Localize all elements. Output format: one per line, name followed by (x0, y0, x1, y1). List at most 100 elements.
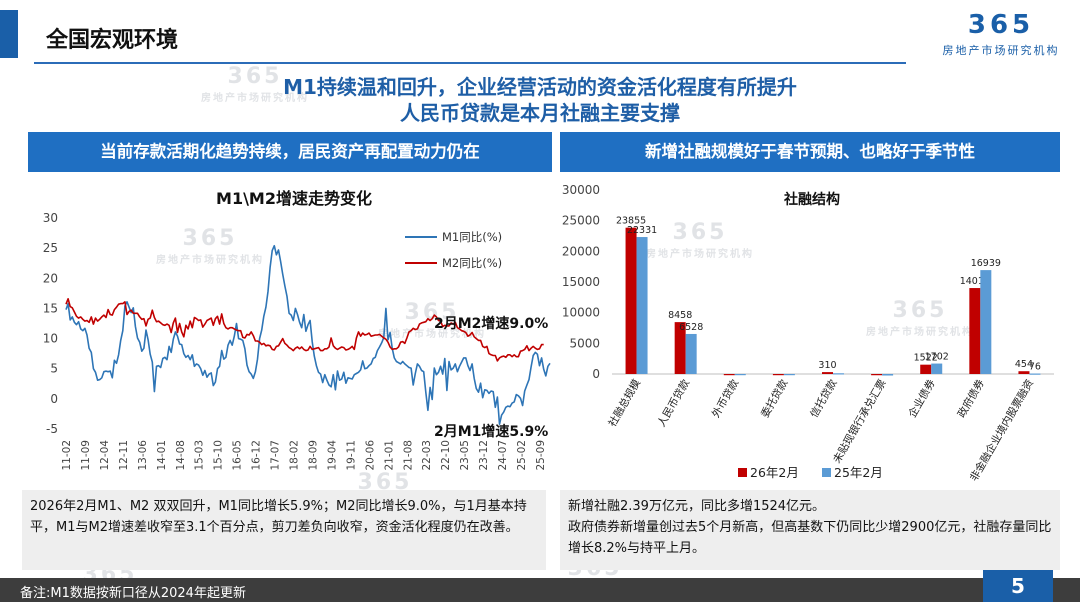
y-tick-label: 10 (43, 332, 58, 346)
bar (931, 363, 943, 374)
bar-value-label: 14014 (960, 276, 990, 287)
bar (1029, 373, 1041, 375)
y-tick-label: 25000 (562, 214, 600, 228)
chart-title: M1\M2增速走势变化 (216, 189, 372, 208)
y-tick-label: 15000 (562, 275, 600, 289)
bar-value-label: 22331 (627, 225, 657, 236)
x-tick-label: 20-06 (364, 440, 376, 471)
bar-value-label: 16939 (971, 258, 1001, 269)
headline: M1持续温和回升，企业经营活动的资金活化程度有所提升 人民币贷款是本月社融主要支… (0, 74, 1080, 126)
legend-label: M1同比(%) (442, 230, 502, 244)
bar-value-label: 310 (818, 360, 836, 371)
bar (969, 288, 981, 374)
x-tick-label: 19-04 (326, 440, 338, 471)
x-tick-label: 24-07 (497, 440, 509, 471)
logo-name: 房地产市场研究机构 (942, 44, 1060, 57)
category-label: 人民币贷款 (655, 377, 693, 429)
legend-swatch (822, 468, 831, 477)
y-tick-label: 25 (43, 241, 58, 255)
annotation-m2: 2月M2增速9.0% (434, 315, 548, 332)
y-tick-label: 20 (43, 271, 58, 285)
bar (783, 374, 795, 376)
right-commentary-line-2: 政府债券新增量创过去5个月新高，但高基数下仍同比少增2900亿元，社融存量同比增… (568, 520, 1052, 556)
right-commentary-line-1: 新增社融2.39万亿元，同比多增1524亿元。 (568, 499, 826, 514)
x-tick-label: 21-08 (402, 440, 414, 471)
x-tick-label: 15-03 (194, 440, 206, 471)
x-tick-label: 15-10 (213, 440, 225, 471)
x-tick-label: 11-09 (80, 440, 92, 471)
x-tick-label: 18-09 (307, 440, 319, 471)
x-tick-label: 23-12 (478, 440, 490, 471)
x-tick-label: 25-02 (516, 440, 528, 471)
x-tick-label: 25-09 (535, 440, 547, 471)
x-tick-label: 17-07 (270, 440, 282, 471)
x-tick-label: 19-11 (345, 440, 357, 471)
y-tick-label: 5 (50, 362, 58, 376)
social-financing-chart: 社融结构 0 5000 10000 15000 20000 25000 30000 23855 2… (556, 178, 1066, 496)
legend-swatch (738, 468, 747, 477)
footer-bar: 备注:M1数据按新口径从2024年起更新 (0, 578, 1080, 602)
bar (636, 237, 648, 374)
bar-value-label: 8458 (668, 310, 692, 321)
legend-label: M2同比(%) (442, 256, 502, 270)
bar (920, 364, 932, 374)
x-tick-label: 11-02 (61, 440, 73, 471)
bar (871, 374, 883, 376)
x-tick-label: 14-01 (156, 440, 168, 471)
x-tick-label: 12-11 (118, 440, 130, 471)
bar (833, 373, 844, 375)
headline-line-2: 人民币贷款是本月社融主要支撑 (400, 101, 680, 125)
bar (723, 374, 735, 376)
header-divider (34, 62, 906, 64)
bar (625, 227, 637, 374)
logo-mark: 365 (967, 10, 1035, 40)
bar (1018, 371, 1030, 374)
brand-logo: 365 房地产市场研究机构 (926, 8, 1076, 64)
bar (822, 372, 833, 374)
legend-label: 25年2月 (834, 465, 883, 480)
bar (772, 374, 784, 376)
annotation-m1: 2月M1增速5.9% (434, 423, 548, 440)
x-tick-label: 14-08 (175, 440, 187, 471)
legend-label: 26年2月 (750, 465, 799, 480)
headline-line-1: M1持续温和回升，企业经营活动的资金活化程度有所提升 (283, 75, 797, 99)
bar-value-label: 23855 (616, 216, 646, 227)
bar (734, 374, 746, 376)
social-financing-bar-chart-svg: 社融结构050001000015000200002500030000238552… (562, 183, 1054, 484)
category-label: 企业债券 (906, 377, 939, 420)
category-label: 外币贷款 (709, 377, 742, 420)
bar (980, 270, 992, 374)
chart-title: 社融结构 (783, 191, 840, 208)
x-tick-label: 16-05 (232, 440, 244, 471)
left-panel-heading: 当前存款活期化趋势持续，居民资产再配置动力仍在 (28, 132, 552, 172)
x-tick-label: 22-03 (421, 440, 433, 471)
m1-m2-chart: M1\M2增速走势变化 -5 0 5 10 15 20 25 30 11-02 11-09 12-04… (28, 178, 560, 488)
x-tick-label: 22-10 (440, 440, 452, 471)
y-tick-label: 0 (50, 392, 58, 406)
x-tick-label: 23-05 (459, 440, 471, 471)
bar-value-label: 76 (1029, 362, 1041, 373)
header-accent-bar (0, 10, 18, 58)
bar-value-label: 454 (1015, 359, 1033, 370)
category-label: 社融总规模 (606, 377, 644, 429)
x-tick-label: 16-12 (251, 440, 263, 471)
bar (674, 322, 686, 374)
x-tick-label: 18-02 (289, 440, 301, 471)
y-tick-label: 30000 (562, 183, 600, 197)
m2-series-line (65, 298, 544, 362)
y-tick-label: 0 (592, 367, 600, 381)
category-label: 未贴现银行承兑汇票 (830, 377, 889, 465)
x-tick-label: 21-01 (383, 440, 395, 471)
left-commentary: 2026年2月M1、M2 双双回升，M1同比增长5.9%；M2同比增长9.0%，… (22, 490, 546, 570)
m1-m2-line-chart-svg: M1\M2增速走势变化 -5 0 5 10 15 20 25 30 11-02 11-09 12-04… (43, 189, 551, 471)
page-number: 5 (983, 570, 1053, 602)
page-title: 全国宏观环境 (46, 28, 179, 53)
x-tick-label: 12-04 (99, 440, 111, 471)
category-label: 信托贷款 (807, 377, 840, 420)
footer-note: 备注:M1数据按新口径从2024年起更新 (20, 586, 246, 601)
bar (685, 333, 697, 374)
y-tick-label: 30 (43, 211, 58, 225)
right-commentary: 新增社融2.39万亿元，同比多增1524亿元。 政府债券新增量创过去5个月新高，… (560, 490, 1060, 570)
y-tick-label: 10000 (562, 306, 600, 320)
right-panel-heading: 新增社融规模好于春节预期、也略好于季节性 (560, 132, 1060, 172)
